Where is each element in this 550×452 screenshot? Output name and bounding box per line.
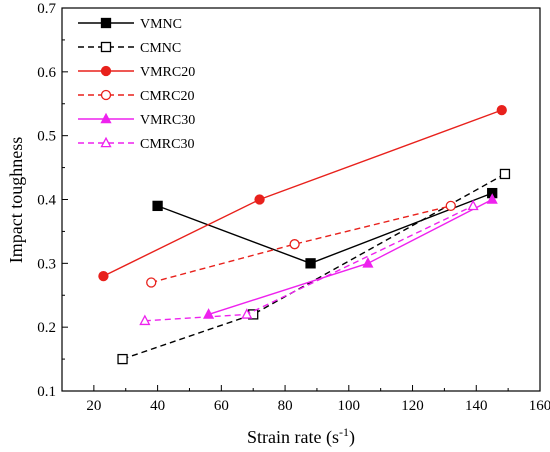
x-tick-label: 140 xyxy=(465,398,488,414)
series-cmrc20 xyxy=(146,200,456,288)
y-tick-label: 0.6 xyxy=(37,65,56,81)
plot-frame xyxy=(61,7,541,392)
data-point-cmnc xyxy=(117,353,128,365)
data-point-cmrc20 xyxy=(146,277,157,288)
data-point-vmrc20 xyxy=(100,65,112,77)
series-cmrc30 xyxy=(139,199,479,326)
y-tick-label: 0.4 xyxy=(37,193,56,209)
series-vmrc30 xyxy=(203,193,498,319)
x-tick-label: 60 xyxy=(214,398,229,414)
series-line-cmrc20 xyxy=(151,205,451,284)
x-tick-label: 120 xyxy=(401,398,424,414)
data-point-vmrc30 xyxy=(362,257,374,268)
x-axis-title: Strain rate (s-1) xyxy=(247,425,355,448)
series-line-vmrc30 xyxy=(208,198,493,316)
data-point-vmrc20 xyxy=(254,194,265,205)
data-point-vmrc30 xyxy=(100,112,112,124)
series-line-vmrc20 xyxy=(103,109,503,277)
data-point-cmrc30 xyxy=(241,308,253,319)
data-point-cmnc xyxy=(499,168,511,180)
x-axis-title-exponent: -1 xyxy=(339,425,349,439)
y-tick-label: 0.2 xyxy=(37,320,56,336)
series-vmnc xyxy=(152,187,498,269)
data-point-cmrc20 xyxy=(100,89,112,101)
series-vmrc20 xyxy=(98,104,507,282)
y-tick-label: 0.1 xyxy=(37,384,56,400)
y-axis-title: Impact toughness xyxy=(6,137,26,263)
legend-item-cmrc20: CMRC20 xyxy=(78,89,194,104)
legend-item-vmnc: VMNC xyxy=(78,17,182,32)
data-point-vmrc20 xyxy=(496,104,507,116)
data-point-cmrc20 xyxy=(289,239,300,250)
legend-item-cmrc30: CMRC30 xyxy=(78,136,194,152)
x-tick-label: 160 xyxy=(529,398,550,414)
y-tick-label: 0.3 xyxy=(37,256,56,272)
legend-label: VMNC xyxy=(140,17,182,32)
x-axis-title-close: ) xyxy=(349,427,355,448)
data-point-cmrc30 xyxy=(467,199,479,211)
legend-item-cmnc: CMNC xyxy=(78,41,181,56)
data-point-vmnc xyxy=(152,200,163,212)
data-point-vmnc xyxy=(305,258,316,269)
data-point-cmrc30 xyxy=(139,314,151,326)
legend-item-vmrc20: VMRC20 xyxy=(78,65,195,80)
legend-label: CMRC20 xyxy=(140,89,194,104)
data-point-vmrc30 xyxy=(486,193,498,204)
series-line-vmnc xyxy=(157,192,493,265)
x-tick-label: 80 xyxy=(278,398,293,414)
legend-item-vmrc30: VMRC30 xyxy=(78,112,195,128)
series-line-cmnc xyxy=(122,173,506,360)
data-point-cmrc30 xyxy=(100,136,112,148)
x-tick-label: 20 xyxy=(86,398,101,414)
data-point-vmrc30 xyxy=(203,308,215,319)
y-tick-label: 0.5 xyxy=(37,129,56,145)
data-point-cmrc20 xyxy=(445,200,456,212)
y-tick-label: 0.7 xyxy=(37,1,56,17)
data-point-vmrc20 xyxy=(98,270,109,282)
x-axis-title-main: Strain rate (s xyxy=(247,427,339,448)
data-point-cmnc xyxy=(100,41,112,53)
legend-label: CMRC30 xyxy=(140,137,194,152)
x-tick-label: 40 xyxy=(150,398,165,414)
legend-label: VMRC30 xyxy=(140,113,195,128)
x-tick-label: 100 xyxy=(338,398,361,414)
legend-label: CMNC xyxy=(140,41,181,56)
legend-label: VMRC20 xyxy=(140,65,195,80)
data-point-vmnc xyxy=(100,17,112,29)
